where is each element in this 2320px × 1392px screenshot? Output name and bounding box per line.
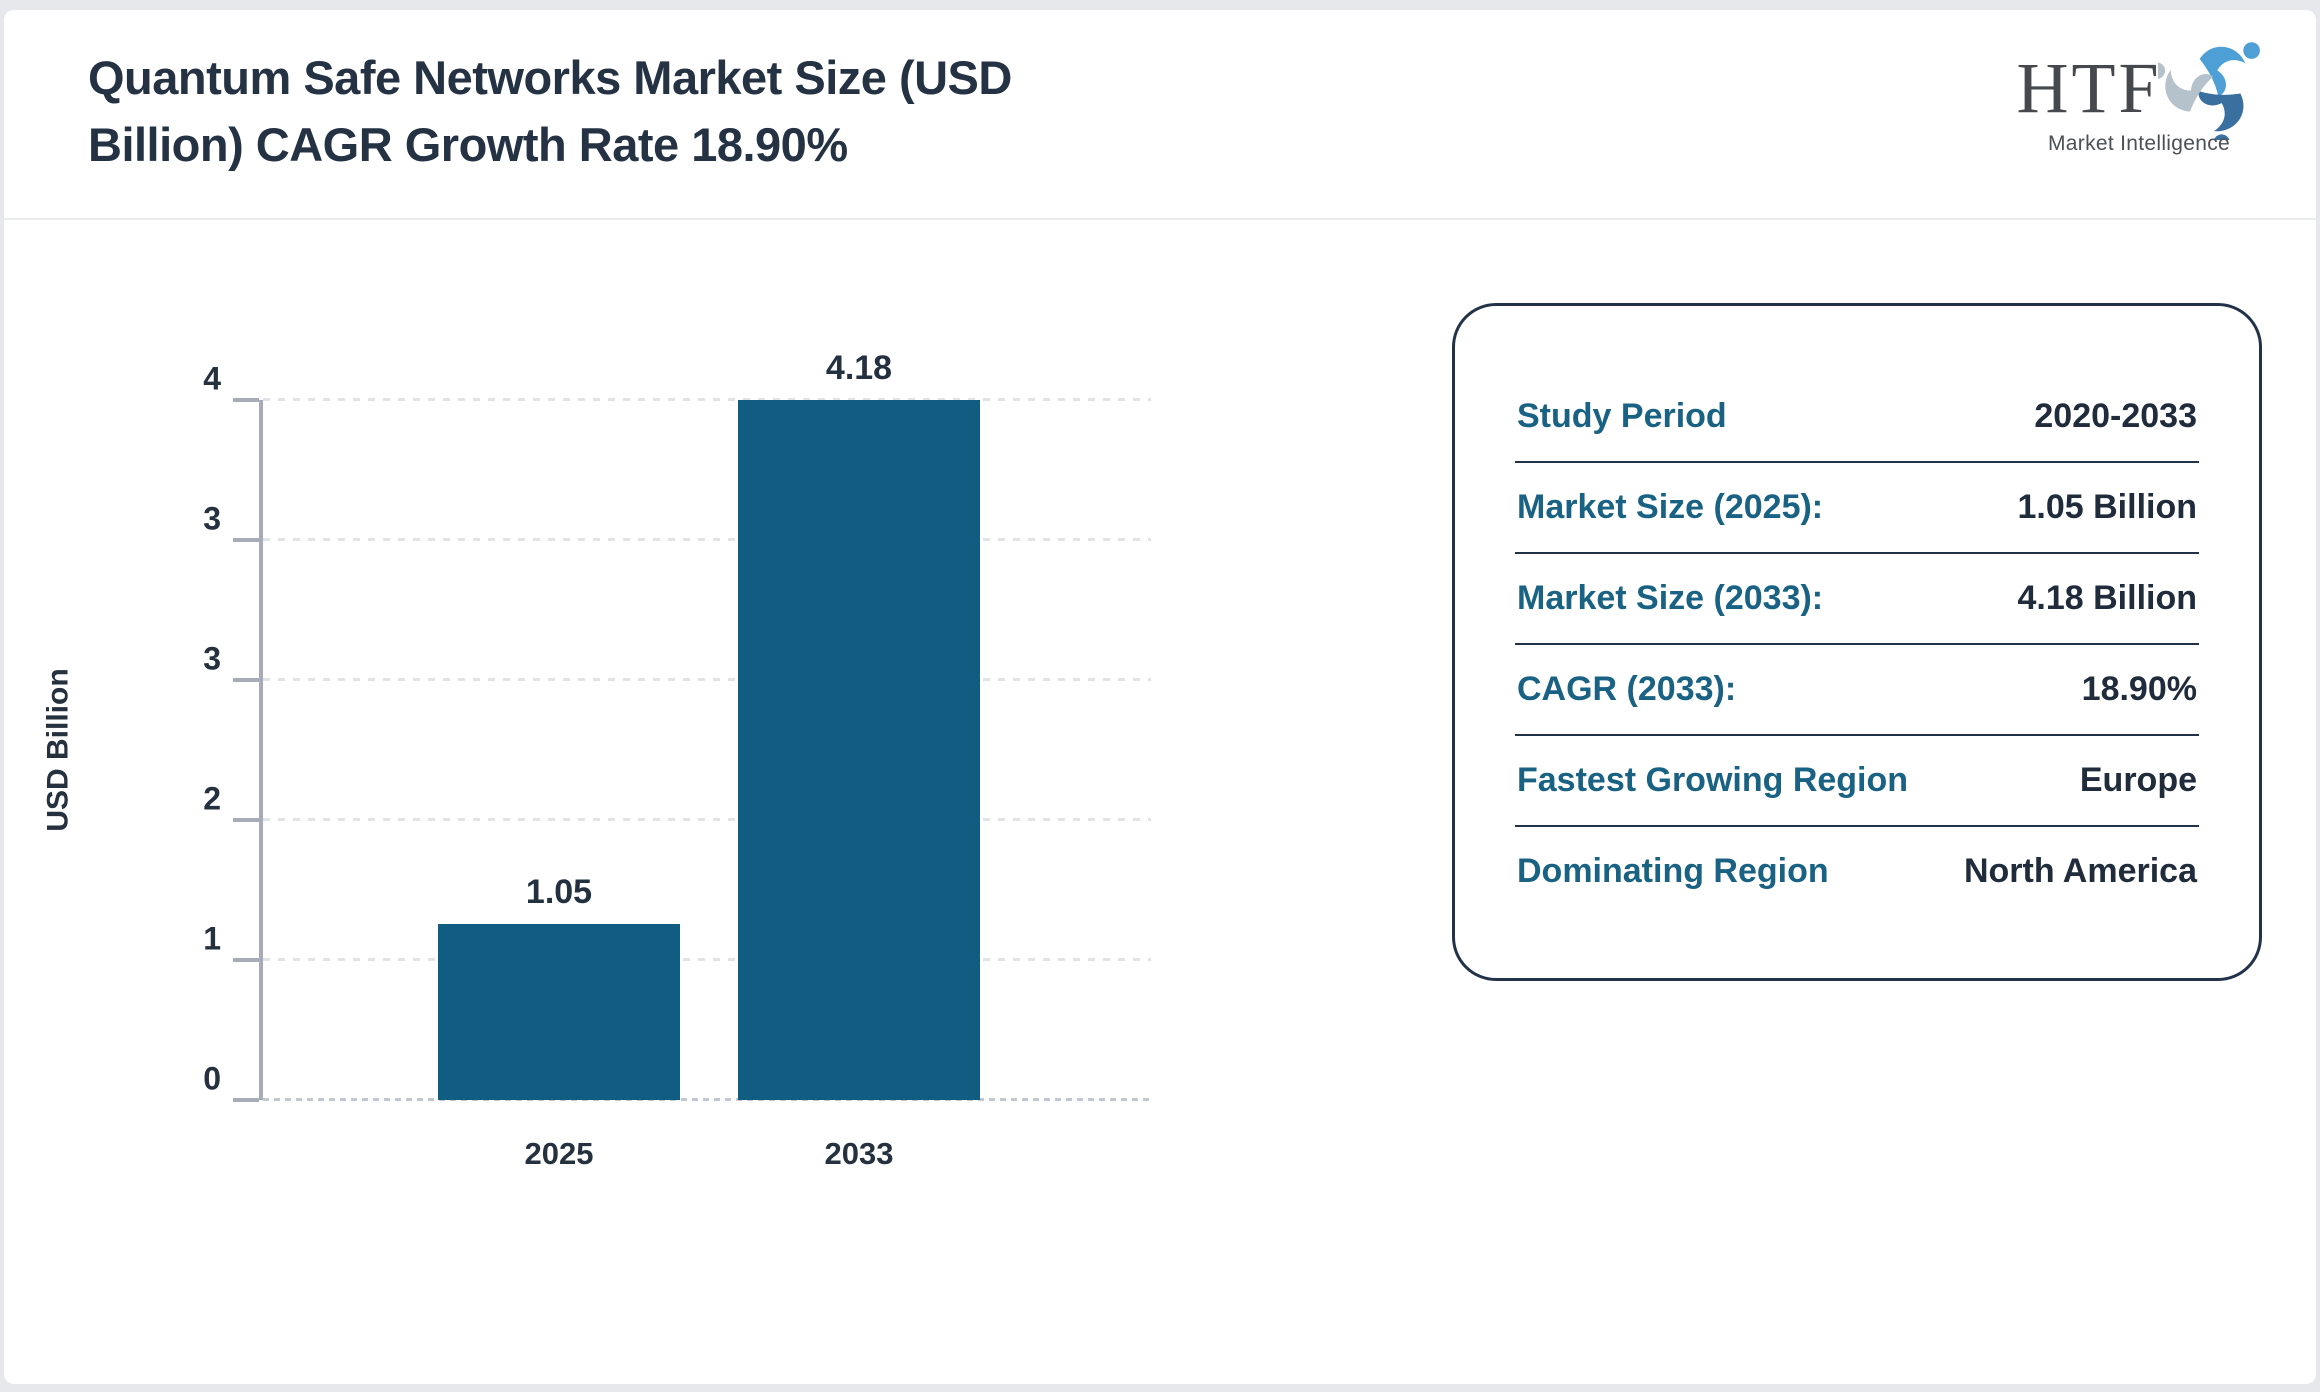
bar-chart-plot: USD Billion 0 1 2 3 3 4 1.05 2025 4.18 2033 (42, 349, 1151, 1171)
htf-logo-text: HTF (2016, 48, 2162, 128)
summary-row-label: Study Period (1517, 397, 1727, 435)
bar-value-label: 4.18 (825, 349, 893, 387)
summary-row-label: Market Size (2033): (1517, 579, 1824, 617)
summary-row: CAGR (2033): 18.90% (1515, 645, 2199, 736)
summary-row-label: CAGR (2033): (1517, 670, 1737, 708)
y-axis-tickmark (233, 958, 259, 962)
y-axis-title: USD Billion (42, 668, 75, 832)
summary-row-value: 4.18 Billion (2017, 579, 2198, 617)
summary-row-value: North America (1963, 852, 2197, 890)
market-summary-card: Study Period 2020-2033 Market Size (2025):… (1452, 303, 2262, 981)
y-axis-tick-label: 2 (203, 780, 221, 817)
summary-row: Dominating Region North America (1515, 827, 2199, 916)
summary-row-label: Dominating Region (1517, 852, 1829, 890)
gridline (263, 538, 1151, 541)
y-axis-title-wrap: USD Billion (37, 400, 81, 1100)
summary-row-value: 18.90% (2081, 670, 2197, 708)
y-axis-tickmark (233, 398, 259, 402)
y-axis-tick-label: 0 (203, 1060, 221, 1097)
y-axis-tickmark (233, 678, 259, 682)
y-axis-tickmark (233, 1098, 259, 1102)
gridline (263, 818, 1151, 821)
market-summary-rows: Study Period 2020-2033 Market Size (2025):… (1515, 372, 2199, 916)
gridline (263, 1098, 1151, 1101)
x-axis-tick-label: 2025 (524, 1136, 594, 1171)
summary-row: Market Size (2025): 1.05 Billion (1515, 463, 2199, 554)
summary-row-value: Europe (2079, 761, 2197, 799)
page-title-line-2: Billion) CAGR Growth Rate 18.90% (88, 118, 848, 171)
summary-row: Study Period 2020-2033 (1515, 372, 2199, 463)
y-axis-tick-label: 4 (203, 360, 221, 397)
y-axis-tick-label: 1 (203, 920, 221, 957)
summary-row-label: Fastest Growing Region (1517, 761, 1909, 799)
gridline (263, 398, 1151, 401)
y-axis-tickmark (233, 538, 259, 542)
htf-logo-tagline: Market Intelligence (2048, 132, 2230, 155)
y-axis-tick-label: 3 (203, 500, 221, 537)
bar-2025: 1.05 (438, 873, 680, 1100)
htf-swirl-icon (2157, 40, 2260, 140)
header-divider (4, 218, 2316, 220)
summary-row: Market Size (2033): 4.18 Billion (1515, 554, 2199, 645)
y-axis-tick-label: 3 (203, 640, 221, 677)
summary-row: Fastest Growing Region Europe (1515, 736, 2199, 827)
summary-row-label: Market Size (2025): (1517, 488, 1824, 526)
gridline (263, 958, 1151, 961)
gridline (263, 678, 1151, 681)
y-axis-tickmark (233, 818, 259, 822)
x-axis-tick-label: 2033 (824, 1136, 894, 1171)
summary-row-value: 1.05 Billion (2017, 488, 2198, 526)
htf-logo: HTF Market Intelligence (2014, 36, 2264, 156)
report-page: Quantum Safe Networks Market Size (USD B… (4, 10, 2316, 1384)
page-title: Quantum Safe Networks Market Size (USD B… (88, 44, 1012, 178)
bar-value-label: 1.05 (525, 873, 593, 912)
summary-row-value: 2020-2033 (2034, 397, 2197, 435)
bar-2033: 4.18 (738, 349, 980, 1100)
page-title-line-1: Quantum Safe Networks Market Size (USD (88, 51, 1012, 104)
